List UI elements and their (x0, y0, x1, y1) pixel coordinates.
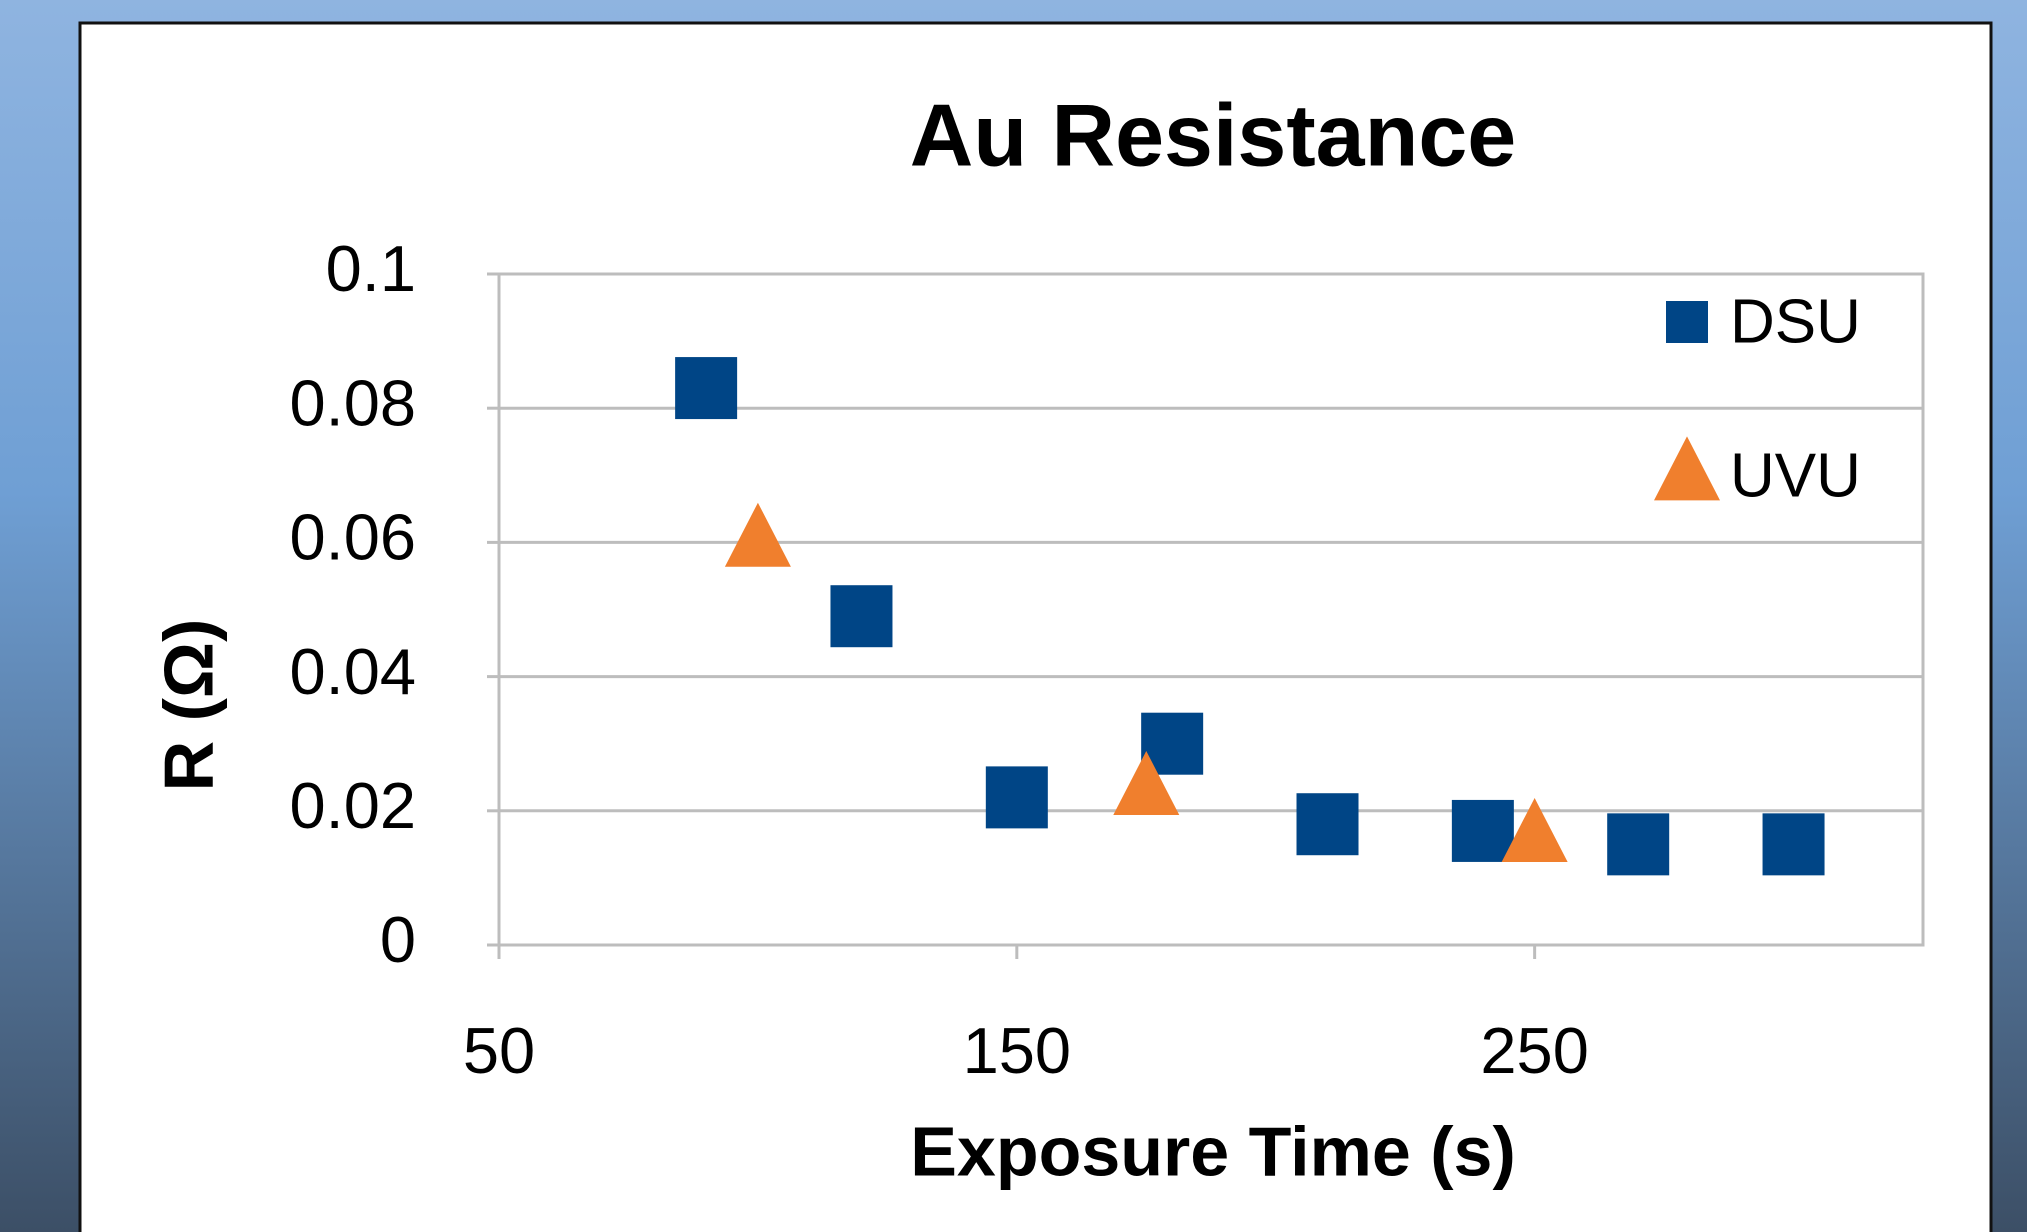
y-axis-title: R (Ω) (149, 619, 227, 792)
legend-marker (1666, 301, 1708, 343)
chart-panel (78, 21, 1993, 1232)
y-tick-label: 0 (380, 903, 416, 976)
legend-marker (1654, 436, 1720, 501)
data-point (1607, 813, 1670, 876)
y-tick-label: 0.06 (289, 501, 416, 574)
y-tick-label: 0.08 (289, 366, 416, 439)
data-point (1451, 799, 1514, 862)
y-tick-label: 0.02 (289, 769, 416, 842)
data-point (1762, 813, 1825, 876)
data-point (675, 357, 738, 420)
x-tick-label: 50 (463, 1014, 535, 1087)
data-point (724, 502, 791, 567)
y-tick-label: 0.04 (289, 635, 416, 708)
data-point (1113, 750, 1180, 815)
chart-title: Au Resistance (910, 85, 1516, 184)
data-point (1296, 793, 1359, 856)
data-point (985, 766, 1048, 829)
data-point (1501, 797, 1568, 862)
x-tick-label: 150 (963, 1014, 1071, 1087)
legend-label: DSU (1730, 287, 1861, 356)
legend-label: UVU (1730, 441, 1861, 510)
y-tick-label: 0.1 (326, 232, 416, 305)
x-axis-title: Exposure Time (s) (910, 1112, 1516, 1190)
data-point (830, 585, 893, 648)
x-tick-label: 250 (1480, 1014, 1588, 1087)
